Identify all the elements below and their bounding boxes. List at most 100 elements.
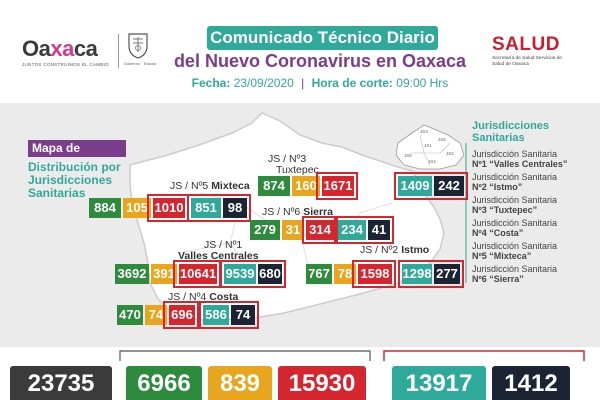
legend-name-js5: Nº5 “Mixteca” <box>472 251 532 261</box>
js4-cumulative-frame <box>163 301 199 329</box>
js5-confirmed-badge: 884 <box>89 198 121 218</box>
logo-tagline: JUNTOS CONSTRUIMOS EL CAMBIO <box>22 62 109 67</box>
salud-subtitle: Secretaría de Salud Servicios de Salud d… <box>492 56 562 67</box>
js6-recovered-badge: 234 <box>338 220 366 240</box>
legend-item-js2: Jurisdicción Sanitaria Nº2 “Istmo” <box>472 172 557 192</box>
js3-cumulative-frame <box>316 172 358 200</box>
js6-label: JS / Nº6 Sierra <box>262 207 333 218</box>
mini-map-label-6: JS6 <box>438 137 446 142</box>
map-title: Mapa de Oaxaca <box>28 140 126 172</box>
total-deaths: 839 <box>208 366 272 400</box>
js1-active-badge: 680 <box>258 264 282 284</box>
js6-cumulative-frame <box>302 216 338 244</box>
js6-prefix: JS / Nº6 <box>262 206 301 218</box>
js1-confirmed-badge: 3692 <box>115 264 149 284</box>
js1-deaths-badge: 391 <box>151 264 177 284</box>
js4-recovered-badge: 586 <box>203 305 229 325</box>
js3-prefix: JS / Nº3 <box>268 153 307 165</box>
oaxaca-logo: Oaxaca <box>22 36 98 62</box>
js4-deaths-badge: 74 <box>145 305 167 325</box>
legend-prefix-js6: Jurisdicción Sanitaria <box>472 264 558 274</box>
logo-text-accent: xa <box>50 36 74 61</box>
js5-cumulative-badge: 1010 <box>153 198 185 218</box>
mini-map-label-4: JS4 <box>428 159 436 164</box>
js2-recovered-frame <box>398 260 464 288</box>
js2-deaths-badge: 78 <box>334 264 356 284</box>
js6-recovered-frame <box>334 216 394 244</box>
js2-recovered-badge: 1298 <box>402 264 432 284</box>
js1-prefix: JS / Nº1 <box>204 239 243 251</box>
js1-label: JS / Nº1 Valles Centrales <box>178 240 259 262</box>
js5-active-badge: 98 <box>223 198 247 218</box>
js3-recovered-frame <box>394 172 468 200</box>
js6-active-badge: 41 <box>368 220 390 240</box>
mini-map-label-2: JS2 <box>446 151 454 156</box>
js1-recovered-frame <box>220 260 286 288</box>
totals-strip: 23735 6966 839 15930 13917 1412 <box>0 347 600 400</box>
map-panel: JS1 JS2 JS3 JS4 JS5 JS6 Mapa de Oaxaca Distri… <box>0 103 600 347</box>
js3-cumulative-badge: 1671 <box>322 176 354 196</box>
report-title: Comunicado Técnico Diario <box>207 26 438 50</box>
js5-cumulative-frame <box>147 194 189 222</box>
js5-prefix: JS / Nº5 <box>170 180 209 192</box>
mini-map-label-3: JS3 <box>420 129 428 134</box>
time-value: 09:00 Hrs <box>396 76 449 90</box>
js2-label: JS / Nº2 Istmo <box>360 245 429 256</box>
legend-item-js4: Jurisdicción Sanitaria Nº4 “Costa” <box>472 218 557 238</box>
js2-cumulative-frame <box>352 260 396 288</box>
total-suspected: 23735 <box>10 366 112 400</box>
mini-map-icon <box>395 124 465 170</box>
date-value: 23/09/2020 <box>233 76 294 90</box>
logo-divider <box>118 34 119 68</box>
time-label: Hora de corte: <box>311 76 393 90</box>
js5-name: Mixteca <box>211 180 250 192</box>
legend-name-js1: Nº1 “Valles Centrales” <box>472 159 568 169</box>
total-active: 1412 <box>492 366 570 400</box>
js3-label: JS / Nº3 Tuxtepec <box>268 154 319 176</box>
legend-prefix-js4: Jurisdicción Sanitaria <box>472 218 558 228</box>
js3-deaths-badge: 160 <box>292 176 320 196</box>
js5-recovered-badge: 851 <box>191 198 221 218</box>
mini-map-label-5: JS5 <box>404 153 412 158</box>
total-cumulative: 15930 <box>278 366 366 400</box>
js2-confirmed-badge: 767 <box>306 264 332 284</box>
legend-prefix-js1: Jurisdicción Sanitaria <box>472 149 558 159</box>
mini-map-label-1: JS1 <box>424 143 432 148</box>
js2-name: Istmo <box>401 244 430 256</box>
js3-confirmed-badge: 874 <box>258 176 290 196</box>
legend-name-js2: Nº2 “Istmo” <box>472 182 523 192</box>
js4-confirmed-badge: 470 <box>117 305 143 325</box>
total-confirmed: 6966 <box>126 366 202 400</box>
state-seal-icon <box>128 33 148 59</box>
date-line: Fecha: 23/09/2020 | Hora de corte: 09:00… <box>170 76 470 90</box>
js1-recovered-badge: 9539 <box>224 264 256 284</box>
legend-item-js1: Jurisdicción Sanitaria Nº1 “Valles Centra… <box>472 149 567 169</box>
date-separator: | <box>301 76 305 90</box>
legend-name-js3: Nº3 “Tuxtepec” <box>472 205 538 215</box>
js4-cumulative-badge: 696 <box>169 305 195 325</box>
js2-prefix: JS / Nº2 <box>360 244 399 256</box>
seal-caption: Gobierno · Estado <box>123 61 157 66</box>
legend-name-js4: Nº4 “Costa” <box>472 228 524 238</box>
salud-logo: SALUD <box>492 34 560 55</box>
js3-active-badge: 242 <box>434 176 464 196</box>
js6-cumulative-badge: 314 <box>306 220 334 240</box>
total-recovered: 13917 <box>392 366 486 400</box>
js5-recovered-frame <box>187 194 251 222</box>
js5-label: JS / Nº5 Mixteca <box>170 181 250 192</box>
date-label: Fecha: <box>191 76 231 90</box>
js4-name: Costa <box>209 291 239 303</box>
js6-name: Sierra <box>303 206 333 218</box>
report-subtitle: del Nuevo Coronavirus en Oaxaca <box>173 51 467 71</box>
legend-title: Jurisdicciones Sanitarias <box>472 120 562 144</box>
legend-item-js3: Jurisdicción Sanitaria Nº3 “Tuxtepec” <box>472 195 557 215</box>
logo-text-right: ca <box>73 36 98 61</box>
legend-title-text: Jurisdicciones Sanitarias <box>472 120 550 144</box>
js4-prefix: JS / Nº4 <box>168 291 207 303</box>
legend-name-js6: Nº6 “Sierra” <box>472 274 524 284</box>
js6-confirmed-badge: 279 <box>250 220 280 240</box>
js3-name: Tuxtepec <box>276 164 319 176</box>
legend-item-js6: Jurisdicción Sanitaria Nº6 “Sierra” <box>472 264 557 284</box>
js2-cumulative-badge: 1598 <box>358 264 392 284</box>
